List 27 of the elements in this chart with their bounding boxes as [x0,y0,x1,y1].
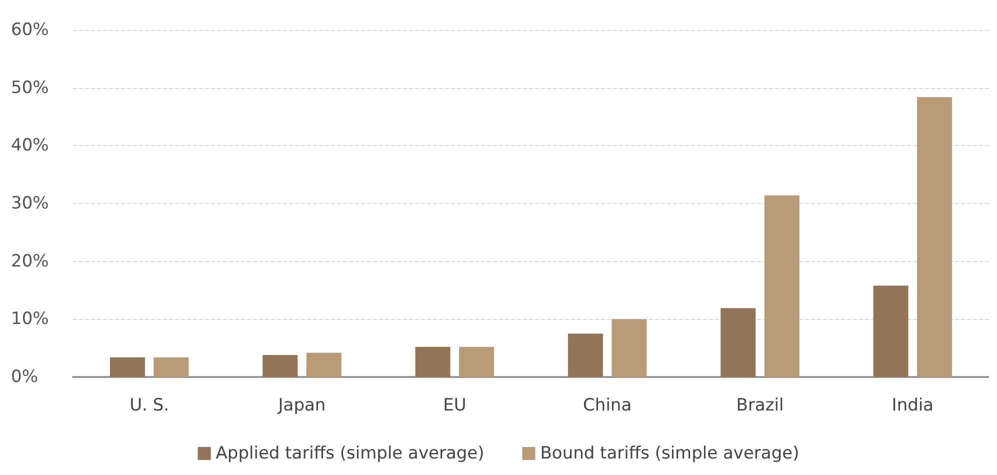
bar [720,308,756,377]
bar [873,286,908,377]
bar [154,357,189,377]
bar [415,346,450,377]
y-tick-label: 40% [11,136,49,156]
legend-label: Applied tariffs (simple average) [216,444,484,464]
x-tick-label: China [583,396,632,416]
bar [110,357,145,377]
x-tick-label: Brazil [736,396,784,416]
y-tick-label: 30% [11,194,49,214]
x-tick-label: Japan [277,396,326,416]
y-tick-label: 10% [11,309,49,330]
bar [917,97,952,377]
y-tick-label: 0% [11,367,38,387]
y-tick-label: 60% [11,20,49,40]
bar [262,355,298,377]
bar [459,346,494,377]
bar [306,352,342,377]
legend-label: Bound tariffs (simple average) [540,444,800,464]
x-tick-label: EU [443,396,466,416]
x-tick-label: U. S. [130,396,170,416]
bar [612,319,647,377]
x-tick-label: India [892,396,934,416]
y-tick-label: 50% [11,78,49,98]
bar [764,195,800,377]
bar [568,334,603,377]
y-tick-label: 20% [11,251,49,272]
